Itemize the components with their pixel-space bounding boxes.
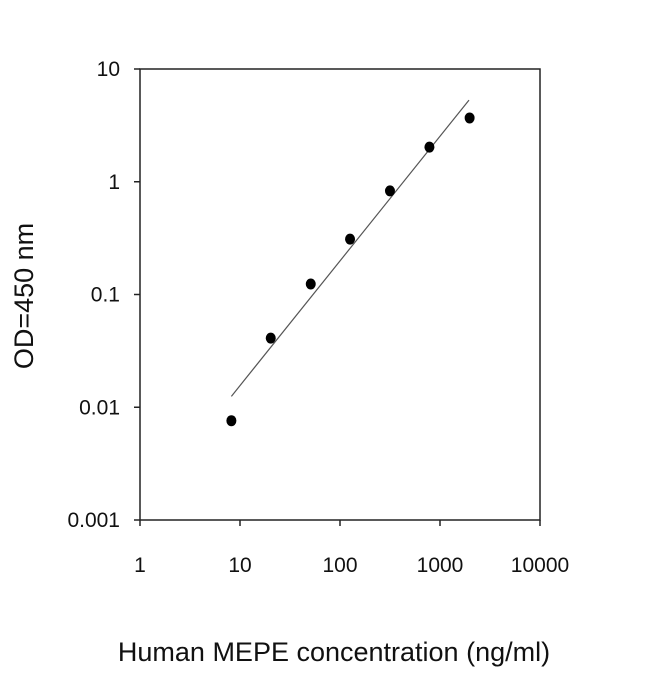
data-point xyxy=(305,278,316,290)
x-tick-label: 10000 xyxy=(511,554,569,577)
data-point xyxy=(384,185,395,197)
y-tick-label: 10 xyxy=(97,58,120,81)
y-tick-label: 0.1 xyxy=(91,284,120,307)
data-point xyxy=(345,233,356,245)
x-tick-label: 100 xyxy=(322,554,357,577)
x-tick-label: 1 xyxy=(134,554,146,577)
x-axis-title: Human MEPE concentration (ng/ml) xyxy=(118,637,550,667)
y-tick-label: 1 xyxy=(108,171,120,194)
data-point xyxy=(424,141,435,153)
x-axis-ticks: 1 10 100 1000 10000 xyxy=(134,520,569,577)
y-tick-label: 0.01 xyxy=(79,396,120,419)
data-points xyxy=(226,112,475,427)
data-point xyxy=(226,415,237,427)
y-axis-ticks: 0.001 0.01 0.1 1 10 xyxy=(67,58,140,532)
data-point xyxy=(464,112,475,124)
x-tick-label: 10 xyxy=(228,554,251,577)
plot-frame xyxy=(139,68,541,521)
y-axis-title: OD=450 nm xyxy=(9,223,39,369)
data-point xyxy=(265,332,276,344)
y-tick-label: 0.001 xyxy=(67,509,120,532)
x-tick-label: 1000 xyxy=(417,554,464,577)
